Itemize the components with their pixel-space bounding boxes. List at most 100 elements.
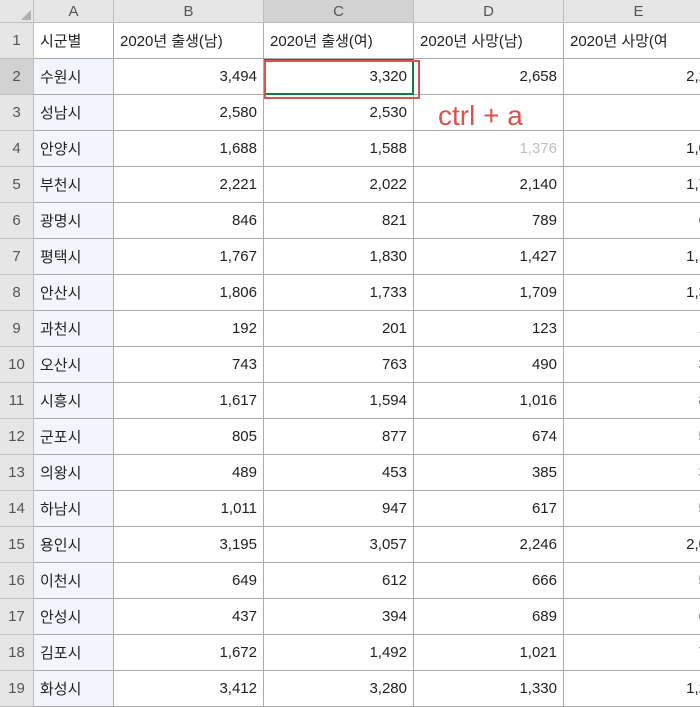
- cell-C13[interactable]: 453: [264, 455, 414, 491]
- row-header-6[interactable]: 6: [0, 203, 34, 239]
- cell-B2[interactable]: 3,494: [114, 59, 264, 95]
- cell-E6[interactable]: 6: [564, 203, 700, 239]
- cell-B12[interactable]: 805: [114, 419, 264, 455]
- row-header-18[interactable]: 18: [0, 635, 34, 671]
- table-header-cell[interactable]: 2020년 사망(여: [564, 23, 700, 59]
- cell-E12[interactable]: 5: [564, 419, 700, 455]
- cell-E7[interactable]: 1,1: [564, 239, 700, 275]
- row-header-19[interactable]: 19: [0, 671, 34, 707]
- table-header-cell[interactable]: 2020년 출생(남): [114, 23, 264, 59]
- cell-B16[interactable]: 649: [114, 563, 264, 599]
- cell-E19[interactable]: 1,2: [564, 671, 700, 707]
- cell-D12[interactable]: 674: [414, 419, 564, 455]
- cell-B6[interactable]: 846: [114, 203, 264, 239]
- cell-D8[interactable]: 1,709: [414, 275, 564, 311]
- cell-E10[interactable]: 3: [564, 347, 700, 383]
- cell-C4[interactable]: 1,588: [264, 131, 414, 167]
- cell-E18[interactable]: 7: [564, 635, 700, 671]
- row-header-5[interactable]: 5: [0, 167, 34, 203]
- cell-E9[interactable]: 1: [564, 311, 700, 347]
- cell-A15[interactable]: 용인시: [34, 527, 114, 563]
- cell-A10[interactable]: 오산시: [34, 347, 114, 383]
- cell-A8[interactable]: 안산시: [34, 275, 114, 311]
- spreadsheet-grid[interactable]: ABCDE1시군별2020년 출생(남)2020년 출생(여)2020년 사망(…: [0, 0, 700, 707]
- cell-A12[interactable]: 군포시: [34, 419, 114, 455]
- cell-C3[interactable]: 2,530: [264, 95, 414, 131]
- cell-A13[interactable]: 의왕시: [34, 455, 114, 491]
- cell-C11[interactable]: 1,594: [264, 383, 414, 419]
- cell-A18[interactable]: 김포시: [34, 635, 114, 671]
- cell-A7[interactable]: 평택시: [34, 239, 114, 275]
- row-header-1[interactable]: 1: [0, 23, 34, 59]
- cell-E14[interactable]: 5: [564, 491, 700, 527]
- row-header-9[interactable]: 9: [0, 311, 34, 347]
- cell-A14[interactable]: 하남시: [34, 491, 114, 527]
- cell-E4[interactable]: 1,0: [564, 131, 700, 167]
- cell-A17[interactable]: 안성시: [34, 599, 114, 635]
- cell-E15[interactable]: 2,0: [564, 527, 700, 563]
- cell-B11[interactable]: 1,617: [114, 383, 264, 419]
- cell-D9[interactable]: 123: [414, 311, 564, 347]
- cell-E17[interactable]: 6: [564, 599, 700, 635]
- row-header-7[interactable]: 7: [0, 239, 34, 275]
- cell-E13[interactable]: 3: [564, 455, 700, 491]
- row-header-8[interactable]: 8: [0, 275, 34, 311]
- cell-C14[interactable]: 947: [264, 491, 414, 527]
- cell-C2[interactable]: 3,320: [264, 59, 414, 95]
- cell-E8[interactable]: 1,3: [564, 275, 700, 311]
- cell-C8[interactable]: 1,733: [264, 275, 414, 311]
- cell-B3[interactable]: 2,580: [114, 95, 264, 131]
- cell-A16[interactable]: 이천시: [34, 563, 114, 599]
- cell-C5[interactable]: 2,022: [264, 167, 414, 203]
- row-header-16[interactable]: 16: [0, 563, 34, 599]
- table-header-cell[interactable]: 시군별: [34, 23, 114, 59]
- cell-B15[interactable]: 3,195: [114, 527, 264, 563]
- col-header-D[interactable]: D: [414, 0, 564, 23]
- cell-D11[interactable]: 1,016: [414, 383, 564, 419]
- cell-D5[interactable]: 2,140: [414, 167, 564, 203]
- cell-D16[interactable]: 666: [414, 563, 564, 599]
- cell-A6[interactable]: 광명시: [34, 203, 114, 239]
- cell-C18[interactable]: 1,492: [264, 635, 414, 671]
- cell-D4[interactable]: 1,376: [414, 131, 564, 167]
- cell-C10[interactable]: 763: [264, 347, 414, 383]
- cell-B8[interactable]: 1,806: [114, 275, 264, 311]
- cell-D14[interactable]: 617: [414, 491, 564, 527]
- col-header-E[interactable]: E: [564, 0, 700, 23]
- cell-B4[interactable]: 1,688: [114, 131, 264, 167]
- cell-B17[interactable]: 437: [114, 599, 264, 635]
- cell-E11[interactable]: 8: [564, 383, 700, 419]
- row-header-4[interactable]: 4: [0, 131, 34, 167]
- cell-A4[interactable]: 안양시: [34, 131, 114, 167]
- cell-D17[interactable]: 689: [414, 599, 564, 635]
- cell-B18[interactable]: 1,672: [114, 635, 264, 671]
- cell-D6[interactable]: 789: [414, 203, 564, 239]
- cell-A9[interactable]: 과천시: [34, 311, 114, 347]
- cell-D15[interactable]: 2,246: [414, 527, 564, 563]
- cell-C12[interactable]: 877: [264, 419, 414, 455]
- cell-E3[interactable]: [564, 95, 700, 131]
- cell-B14[interactable]: 1,011: [114, 491, 264, 527]
- cell-C15[interactable]: 3,057: [264, 527, 414, 563]
- cell-B10[interactable]: 743: [114, 347, 264, 383]
- cell-B19[interactable]: 3,412: [114, 671, 264, 707]
- cell-B5[interactable]: 2,221: [114, 167, 264, 203]
- cell-A2[interactable]: 수원시: [34, 59, 114, 95]
- row-header-14[interactable]: 14: [0, 491, 34, 527]
- col-header-A[interactable]: A: [34, 0, 114, 23]
- cell-B9[interactable]: 192: [114, 311, 264, 347]
- cell-E2[interactable]: 2,2: [564, 59, 700, 95]
- table-header-cell[interactable]: 2020년 사망(남): [414, 23, 564, 59]
- cell-E5[interactable]: 1,7: [564, 167, 700, 203]
- row-header-12[interactable]: 12: [0, 419, 34, 455]
- cell-C7[interactable]: 1,830: [264, 239, 414, 275]
- cell-B7[interactable]: 1,767: [114, 239, 264, 275]
- cell-C6[interactable]: 821: [264, 203, 414, 239]
- row-header-11[interactable]: 11: [0, 383, 34, 419]
- row-header-2[interactable]: 2: [0, 59, 34, 95]
- cell-D18[interactable]: 1,021: [414, 635, 564, 671]
- row-header-17[interactable]: 17: [0, 599, 34, 635]
- cell-D10[interactable]: 490: [414, 347, 564, 383]
- cell-C17[interactable]: 394: [264, 599, 414, 635]
- cell-A19[interactable]: 화성시: [34, 671, 114, 707]
